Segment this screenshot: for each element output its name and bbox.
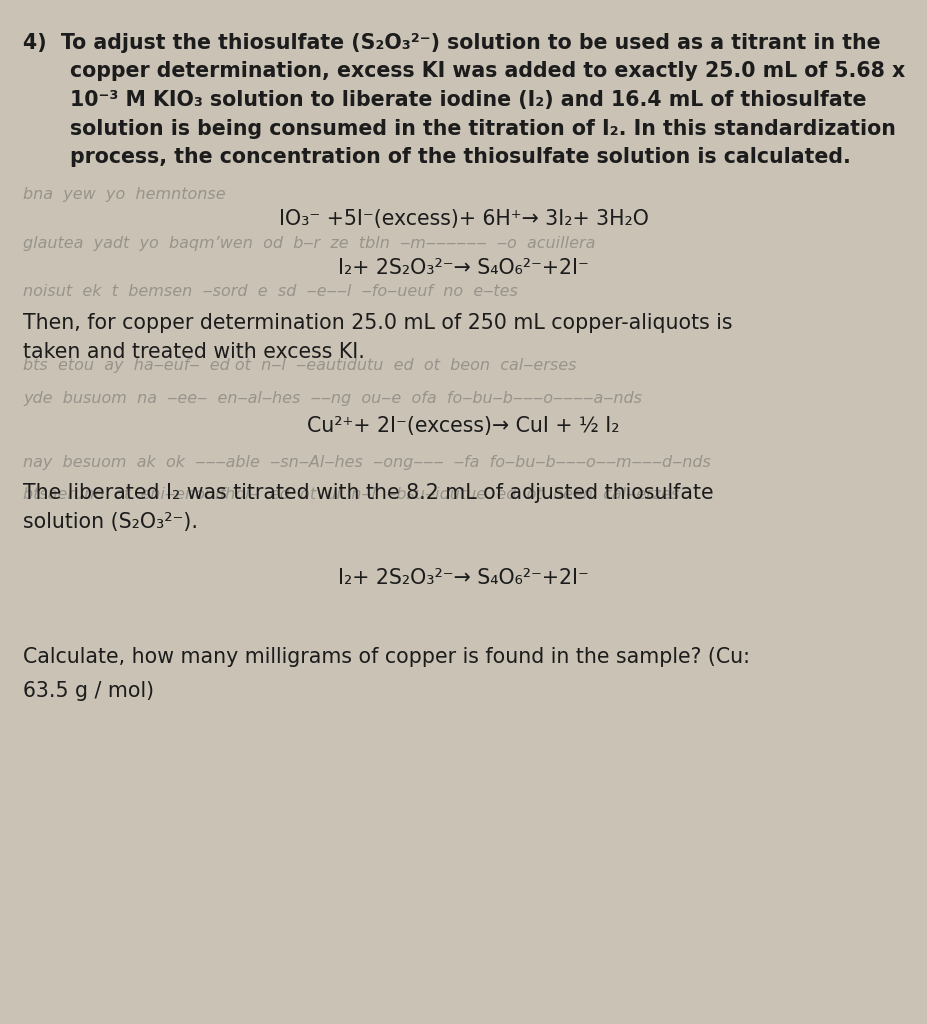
Text: Then, for copper determination 25.0 mL of 250 mL copper-aliquots is: Then, for copper determination 25.0 mL o…	[23, 313, 732, 334]
Text: yde  busuom  na  ‒ee‒  en‒al‒hes  ‒‒ng  ou‒e  ofa  fo‒bu‒b‒‒‒o‒‒‒‒a‒nds: yde busuom na ‒ee‒ en‒al‒hes ‒‒ng ou‒e o…	[23, 391, 642, 407]
Text: I₂+ 2S₂O₃²⁻→ S₄O₆²⁻+2I⁻: I₂+ 2S₂O₃²⁻→ S₄O₆²⁻+2I⁻	[338, 258, 589, 279]
Text: solution is being consumed in the titration of I₂. In this standardization: solution is being consumed in the titrat…	[70, 119, 895, 139]
Text: noisut  ek  t  bemsen  ‒sord  e  sd  ‒e‒‒l  ‒fo‒ueuf  no  e‒tes: noisut ek t bemsen ‒sord e sd ‒e‒‒l ‒fo‒…	[23, 284, 518, 299]
Text: copper determination, excess KI was added to exactly 25.0 mL of 5.68 x: copper determination, excess KI was adde…	[70, 61, 905, 82]
Text: glautea  yadt  yo  baqm’wen  od  b‒r  ze  tbln  ‒m‒‒‒‒‒‒  ‒o  acuillera: glautea yadt yo baqm’wen od b‒r ze tbln …	[23, 236, 595, 251]
Text: process, the concentration of the thiosulfate solution is calculated.: process, the concentration of the thiosu…	[70, 147, 850, 168]
Text: The liberated I₂ was titrated with the 8.2 mL of adjusted thiosulfate: The liberated I₂ was titrated with the 8…	[23, 483, 714, 504]
Text: nay  besuom  ak  ok  ‒‒‒able  ‒sn‒Al‒hes  ‒ong‒‒‒  ‒fa  fo‒bu‒b‒‒‒o‒‒m‒‒‒d‒nds: nay besuom ak ok ‒‒‒able ‒sn‒Al‒hes ‒ong…	[23, 455, 711, 470]
Text: I₂+ 2S₂O₃²⁻→ S₄O₆²⁻+2I⁻: I₂+ 2S₂O₃²⁻→ S₄O₆²⁻+2I⁻	[338, 568, 589, 589]
Text: bts  etou  ay  ha‒euf‒  ed ot  n‒l  ‒eautidutu  ed  ot  beon  cal‒erses: bts etou ay ha‒euf‒ ed ot n‒l ‒eautidutu…	[23, 358, 577, 374]
Text: 63.5 g / mol): 63.5 g / mol)	[23, 681, 154, 701]
Text: 10⁻³ M KIO₃ solution to liberate iodine (I₂) and 16.4 mL of thiosulfate: 10⁻³ M KIO₃ solution to liberate iodine …	[70, 90, 866, 111]
Text: taken and treated with excess KI.: taken and treated with excess KI.	[23, 342, 365, 362]
Text: bna  yew  yo  hemntonse: bna yew yo hemntonse	[23, 187, 226, 203]
Text: IO₃⁻ +5I⁻(excess)+ 6H⁺→ 3I₂+ 3H₂O: IO₃⁻ +5I⁻(excess)+ 6H⁺→ 3I₂+ 3H₂O	[278, 209, 649, 229]
Text: 4)  To adjust the thiosulfate (S₂O₃²⁻) solution to be used as a titrant in the: 4) To adjust the thiosulfate (S₂O₃²⁻) so…	[23, 33, 881, 53]
Text: btsaeruno  ot  eni‒enoulfhoi‒  ed  ot  ul  n‒l  ‒bsu‒idutue  ed  ot  been  cal‒e: btsaeruno ot eni‒enoulfhoi‒ ed ot ul n‒l…	[23, 487, 679, 503]
Text: Cu²⁺+ 2I⁻(excess)→ CuI + ½ I₂: Cu²⁺+ 2I⁻(excess)→ CuI + ½ I₂	[307, 416, 620, 436]
Text: Calculate, how many milligrams of copper is found in the sample? (Cu:: Calculate, how many milligrams of copper…	[23, 647, 750, 668]
Text: solution (S₂O₃²⁻).: solution (S₂O₃²⁻).	[23, 512, 198, 532]
